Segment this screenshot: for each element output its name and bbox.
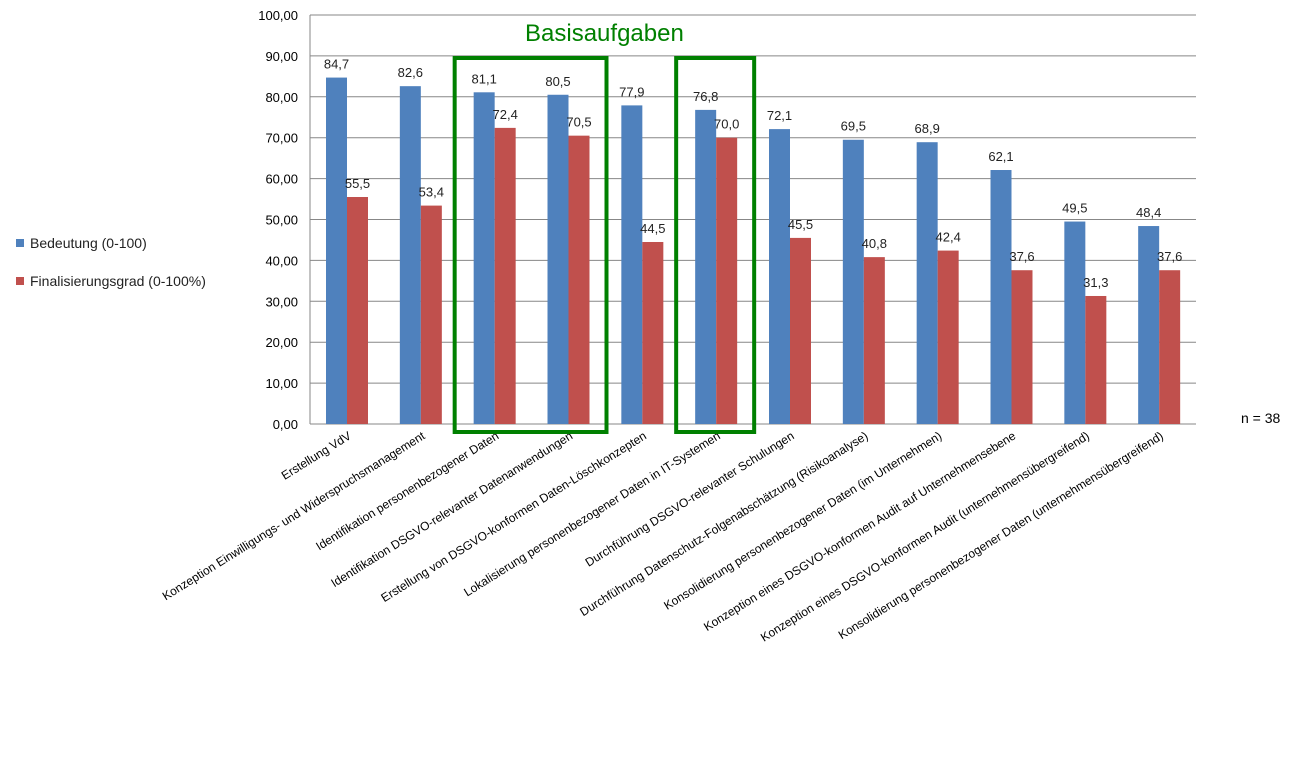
bar [990, 170, 1012, 424]
bar [842, 139, 864, 424]
data-label: 37,6 [1157, 249, 1182, 264]
data-label: 31,3 [1083, 275, 1108, 290]
bar [937, 250, 959, 424]
data-label: 82,6 [398, 65, 423, 80]
y-tick-label: 60,00 [265, 172, 298, 187]
bar [1085, 295, 1107, 424]
bar [863, 257, 885, 424]
data-label: 81,1 [472, 71, 497, 86]
bar [420, 205, 442, 424]
y-tick-label: 70,00 [265, 131, 298, 146]
bar [1159, 270, 1181, 424]
data-label: 76,8 [693, 89, 718, 104]
bar [1011, 270, 1033, 424]
y-tick-label: 80,00 [265, 90, 298, 105]
data-label: 42,4 [936, 230, 961, 245]
bar [1138, 226, 1160, 424]
bar [494, 127, 516, 424]
x-tick-label: Konzeption eines DSGVO-konformen Audit (… [758, 429, 1092, 645]
data-label: 49,5 [1062, 201, 1087, 216]
y-tick-label: 90,00 [265, 49, 298, 64]
legend-item-bedeutung: Bedeutung (0-100) [16, 233, 206, 253]
y-tick-label: 20,00 [265, 335, 298, 350]
legend-label-finalisierungsgrad: Finalisierungsgrad (0-100%) [30, 273, 206, 289]
data-label: 68,9 [915, 121, 940, 136]
legend-label-bedeutung: Bedeutung (0-100) [30, 235, 147, 251]
y-tick-label: 30,00 [265, 294, 298, 309]
y-tick-label: 0,00 [273, 417, 298, 432]
sample-size-note: n = 38 [1241, 410, 1281, 426]
data-label: 70,5 [566, 115, 591, 130]
bar [326, 77, 347, 425]
bar [695, 109, 717, 424]
data-label: 77,9 [619, 84, 644, 99]
y-tick-label: 10,00 [265, 376, 298, 391]
data-label: 40,8 [862, 236, 887, 251]
data-label: 53,4 [419, 185, 444, 200]
data-label: 37,6 [1009, 249, 1034, 264]
data-label: 84,7 [324, 57, 349, 72]
bar [473, 92, 495, 425]
bar [399, 86, 421, 424]
highlight-box [452, 56, 609, 434]
bar [568, 135, 590, 424]
highlight-box [674, 56, 757, 434]
x-tick-label: Lokalisierung personenbezogener Daten in… [461, 429, 722, 600]
data-label: 80,5 [545, 74, 570, 89]
legend-swatch-finalisierungsgrad [16, 277, 24, 285]
data-label: 70,0 [714, 117, 739, 132]
legend: Bedeutung (0-100) Finalisierungsgrad (0-… [16, 233, 206, 309]
bar [547, 94, 569, 424]
bar [1064, 221, 1086, 424]
x-tick-label: Erstellung VdV [279, 429, 354, 483]
bar [621, 105, 643, 424]
data-label: 55,5 [345, 176, 370, 191]
data-label: 72,4 [493, 107, 518, 122]
x-tick-label: Konsolidierung personenbezogener Daten (… [661, 429, 944, 613]
data-label: 69,5 [841, 119, 866, 134]
bar [769, 129, 790, 424]
x-tick-label: Konzeption Einwilligungs- und Widerspruc… [160, 428, 428, 603]
data-label: 62,1 [988, 149, 1013, 164]
data-label: 45,5 [788, 217, 813, 232]
y-tick-label: 40,00 [265, 253, 298, 268]
x-tick-label: Erstellung von DSGVO-konformen Daten-Lös… [378, 429, 648, 605]
highlight-label: Basisaufgaben [525, 20, 684, 47]
data-label: 44,5 [640, 221, 665, 236]
legend-swatch-bedeutung [16, 239, 24, 247]
bar [716, 137, 738, 424]
legend-item-finalisierungsgrad: Finalisierungsgrad (0-100%) [16, 271, 206, 291]
y-tick-label: 100,00 [258, 8, 298, 23]
data-label: 48,4 [1136, 205, 1161, 220]
y-tick-label: 50,00 [265, 213, 298, 228]
data-label: 72,1 [767, 108, 792, 123]
bar [347, 197, 368, 424]
bar [790, 237, 811, 424]
bar [642, 241, 664, 424]
bar [916, 142, 938, 424]
